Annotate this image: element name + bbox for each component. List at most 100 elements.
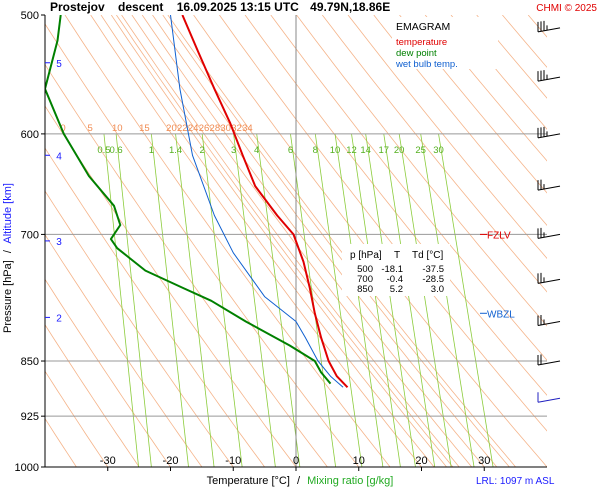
dry-adiabat-line (219, 15, 547, 432)
dry-adiabat-label: 20 (166, 123, 177, 134)
pressure-tick-label: 600 (21, 129, 39, 141)
pressure-tick-label: 850 (21, 356, 39, 368)
mixing-ratio-line (314, 133, 363, 467)
wind-barb (537, 314, 561, 326)
x-axis-label-mix: Mixing ratio [g/kg] (307, 475, 393, 487)
dry-adiabat-label: 34 (242, 123, 253, 134)
fzlv-label: FZLV (487, 230, 511, 241)
legend: EMAGRAM temperature dew point wet bulb t… (392, 17, 498, 70)
header-coords: 49.79N,18.86E (310, 0, 390, 14)
dry-adiabat-label: 28 (210, 123, 221, 134)
dry-adiabat-label: 32 (231, 123, 242, 134)
legend-title: EMAGRAM (396, 21, 450, 33)
wind-barb-staff (537, 320, 561, 326)
dry-adiabat-line (554, 15, 600, 467)
mixing-ratio-label: 1.4 (169, 145, 182, 156)
wind-barb (537, 354, 561, 366)
dry-adiabat-line (347, 15, 547, 260)
dry-adiabat-line (45, 370, 109, 467)
temperature-tick-label: -20 (163, 455, 179, 467)
pressure-tick-label: 925 (21, 411, 39, 423)
mixing-ratio-label: 6 (288, 145, 293, 156)
x-axis-label: Temperature [°C] / Mixing ratio [g/kg] (207, 475, 394, 487)
dry-adiabat-line (244, 15, 547, 396)
mixing-ratio-line (438, 133, 494, 467)
dry-adiabat-line (45, 63, 328, 467)
dry-adiabat-label: 0 (60, 123, 65, 134)
summary-cell: -0.4 (387, 274, 403, 285)
dry-adiabat-line (373, 15, 547, 226)
dry-adiabat-line (141, 15, 485, 467)
lrl-label: LRL: 1097 m ASL (476, 476, 555, 487)
wind-barb-staff (537, 233, 561, 239)
dry-adiabat-label: 15 (139, 123, 150, 134)
altitude-tick-label: 3 (56, 237, 62, 248)
summary-cell: 700 (357, 274, 373, 285)
dry-adiabat-line (45, 190, 234, 467)
summary-header-p: p [hPa] (350, 250, 382, 261)
header-mode: descent (118, 0, 163, 14)
wind-barb-staff (537, 133, 561, 139)
dry-adiabat-line (527, 15, 547, 38)
dry-adiabat-line (45, 233, 203, 467)
dry-adiabat-line (424, 15, 547, 162)
dew-point-line (45, 15, 332, 385)
mixing-ratio-line (256, 133, 301, 467)
header-station: Prostejov (50, 0, 105, 14)
temperature-tick-label: 30 (478, 455, 490, 467)
dry-adiabat-line (121, 15, 460, 467)
header-title: Prostejov descent 16.09.2025 13:15 UTC 4… (50, 0, 390, 14)
wind-barb (537, 126, 561, 139)
wind-barb-staff (537, 27, 561, 33)
dry-adiabat-label: 22 (177, 123, 188, 134)
dry-adiabat-line (502, 15, 547, 68)
y-axis-label-sep: / (2, 249, 14, 253)
mixing-ratio-line (420, 133, 475, 467)
mixing-ratio-label: 4 (254, 145, 259, 156)
dry-adiabat-line (45, 147, 265, 467)
summary-header-td: Td [°C] (412, 250, 443, 261)
temperature-tick-label: 0 (293, 455, 299, 467)
mixing-ratio-label: 10 (330, 145, 341, 156)
dry-adiabat-line (270, 15, 547, 361)
dry-adiabat-label: 10 (112, 123, 123, 134)
mixing-ratio-label: 20 (394, 145, 405, 156)
dry-adiabat-label: 5 (87, 123, 92, 134)
level-markers: FZLV WBZL (480, 230, 515, 320)
wind-barb (537, 272, 561, 284)
mixing-ratio-line (150, 133, 189, 467)
summary-table-bg (342, 244, 450, 296)
temperature-ticks: -30 -20 -10 0 10 20 30 (100, 455, 490, 471)
dry-adiabat-line (64, 15, 391, 467)
wind-barbs (537, 20, 561, 403)
dry-adiabat-line (296, 15, 547, 327)
temperature-tick-label: 10 (353, 455, 365, 467)
pressure-tick-label: 500 (21, 10, 39, 22)
mixing-ratio-label: 3 (231, 145, 236, 156)
wind-barb-staff (537, 278, 561, 284)
y-axis-label-pressure: Pressure [hPa] (2, 260, 14, 333)
dry-adiabat-line (116, 15, 454, 467)
mixing-ratio-line (383, 133, 436, 467)
y-axis-label-altitude: Altitude [km] (2, 183, 14, 244)
temperature-line (181, 15, 349, 388)
altitude-ticks: 5 4 3 2 (45, 59, 62, 324)
summary-cell: -18.1 (381, 264, 403, 275)
wind-barb (537, 20, 561, 33)
dry-adiabat-line (45, 105, 297, 467)
wind-barb (537, 392, 561, 403)
mixing-ratio-label: 1 (149, 145, 154, 156)
mixing-ratio-label: 12 (346, 145, 357, 156)
dry-adiabat-line (45, 23, 360, 467)
mixing-ratio-line (398, 133, 452, 467)
mixing-ratio-label: 14 (360, 145, 371, 156)
dry-adiabat-line (90, 15, 422, 467)
mixing-ratio-label: 30 (433, 145, 444, 156)
dry-adiabat-line (45, 278, 171, 467)
altitude-tick-label: 4 (56, 151, 62, 162)
altitude-tick-label: 5 (56, 59, 62, 70)
summary-cell: -28.5 (422, 274, 444, 285)
mixing-ratio-label: 2 (200, 145, 205, 156)
